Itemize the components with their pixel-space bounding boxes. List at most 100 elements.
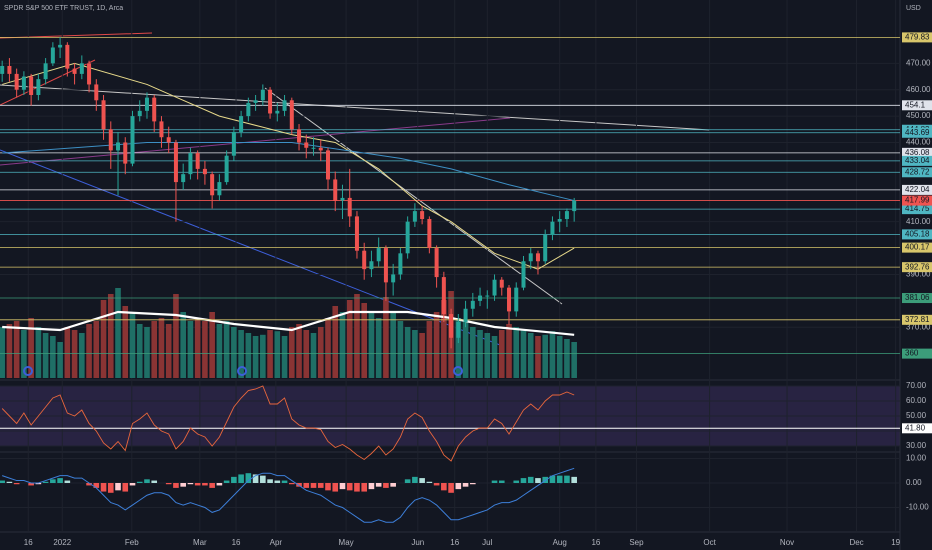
x-tick-label: Aug — [553, 538, 567, 547]
candle-body — [376, 248, 381, 262]
macd-histogram-bar — [513, 480, 520, 483]
volume-bar — [93, 321, 100, 378]
macd-histogram-bar — [346, 482, 353, 491]
volume-bar — [42, 333, 49, 378]
level-label: 428.72 — [905, 167, 930, 176]
volume-bar — [397, 321, 404, 378]
candle-body — [130, 116, 135, 164]
level-label: 443.69 — [905, 128, 930, 137]
volume-bar — [325, 318, 331, 378]
macd-histogram-bar — [216, 482, 223, 486]
y-tick-label: 370.00 — [906, 322, 931, 331]
volume-bar — [296, 324, 302, 378]
macd-histogram-bar — [267, 479, 273, 483]
volume-bar — [122, 306, 129, 378]
level-label-box — [902, 195, 932, 206]
volume-bar — [527, 333, 534, 378]
x-tick-label: Dec — [849, 538, 863, 547]
candle-body — [94, 84, 99, 101]
candle-body — [325, 150, 330, 180]
volume-bar — [368, 312, 375, 378]
volume-bar — [202, 321, 208, 378]
candle-body — [449, 314, 454, 338]
level-label: 400.17 — [905, 243, 930, 252]
candle-body — [412, 211, 417, 222]
macd-histogram-bar — [115, 482, 121, 491]
candle-body — [36, 79, 41, 95]
level-label-box — [902, 32, 932, 43]
macd-histogram-bar — [455, 482, 462, 490]
level-label-box — [902, 204, 932, 215]
candle-body — [58, 44, 63, 48]
volume-bar — [129, 312, 136, 378]
volume-bar — [310, 333, 317, 378]
candle-body — [101, 100, 106, 130]
macd-histogram-bar — [383, 482, 389, 488]
y-tick-label: 460.00 — [906, 85, 931, 94]
candle-body — [304, 142, 309, 148]
volume-bar — [6, 324, 13, 378]
macd-histogram-bar — [549, 475, 556, 483]
macd-histogram-bar — [288, 482, 295, 485]
event-icon — [23, 366, 33, 376]
volume-bar — [0, 327, 5, 378]
volume-bar — [231, 327, 237, 378]
candle-body — [499, 279, 504, 288]
macd-histogram-bar — [13, 482, 20, 485]
macd-histogram-bar — [325, 482, 331, 491]
rsi-line — [1, 385, 575, 462]
trendline — [0, 59, 96, 106]
candle-body — [311, 147, 316, 149]
candle-body — [478, 295, 483, 301]
level-label: 479.83 — [905, 33, 930, 42]
volume-bar — [79, 333, 85, 378]
macd-histogram-bar — [93, 482, 100, 488]
volume-bar — [491, 336, 498, 378]
trendline — [264, 87, 563, 305]
volume-bar — [426, 321, 433, 378]
volume-bar — [346, 300, 353, 378]
candle-body — [521, 261, 526, 288]
volume-bar — [535, 336, 541, 378]
level-label: 433.04 — [905, 156, 930, 165]
level-label-box — [902, 147, 932, 158]
candle-body — [87, 63, 92, 85]
macd-histogram-bar — [100, 482, 107, 492]
moving-average — [2, 142, 575, 202]
level-label: 454.1 — [905, 100, 926, 109]
volume-bar — [332, 306, 339, 378]
candle-body — [72, 68, 77, 74]
level-label-box — [902, 293, 932, 304]
candle-body — [456, 321, 461, 338]
candle-body — [354, 216, 359, 251]
volume-bar — [173, 294, 179, 378]
volume-bar — [433, 312, 440, 378]
candle-body — [217, 182, 222, 196]
x-tick-label: May — [339, 538, 354, 547]
macd-histogram-bar — [245, 473, 252, 483]
macd-histogram-bar — [419, 478, 425, 483]
level-label: 392.76 — [905, 262, 930, 271]
level-label-box — [902, 314, 932, 325]
rsi-level-label: 41.80 — [905, 423, 926, 432]
macd-histogram-bar — [136, 481, 143, 483]
y-tick-label: 0.00 — [906, 478, 922, 487]
candle-body — [543, 234, 548, 262]
candle-body — [405, 221, 410, 254]
level-label: 381.06 — [905, 293, 930, 302]
candle-body — [318, 147, 323, 151]
volume-bar — [64, 327, 71, 378]
volume-bar — [462, 321, 469, 378]
candle-body — [210, 174, 215, 196]
volume-bar — [375, 318, 382, 378]
volume-bar — [35, 327, 42, 378]
volume-bar — [107, 294, 114, 378]
macd-histogram-bar — [107, 482, 114, 493]
volume-bar — [274, 331, 281, 378]
macd-histogram-bar — [433, 482, 440, 486]
macd-histogram-bar — [564, 475, 570, 483]
candle-body — [507, 287, 512, 312]
volume-bar — [136, 324, 143, 378]
candle-body — [420, 211, 425, 220]
